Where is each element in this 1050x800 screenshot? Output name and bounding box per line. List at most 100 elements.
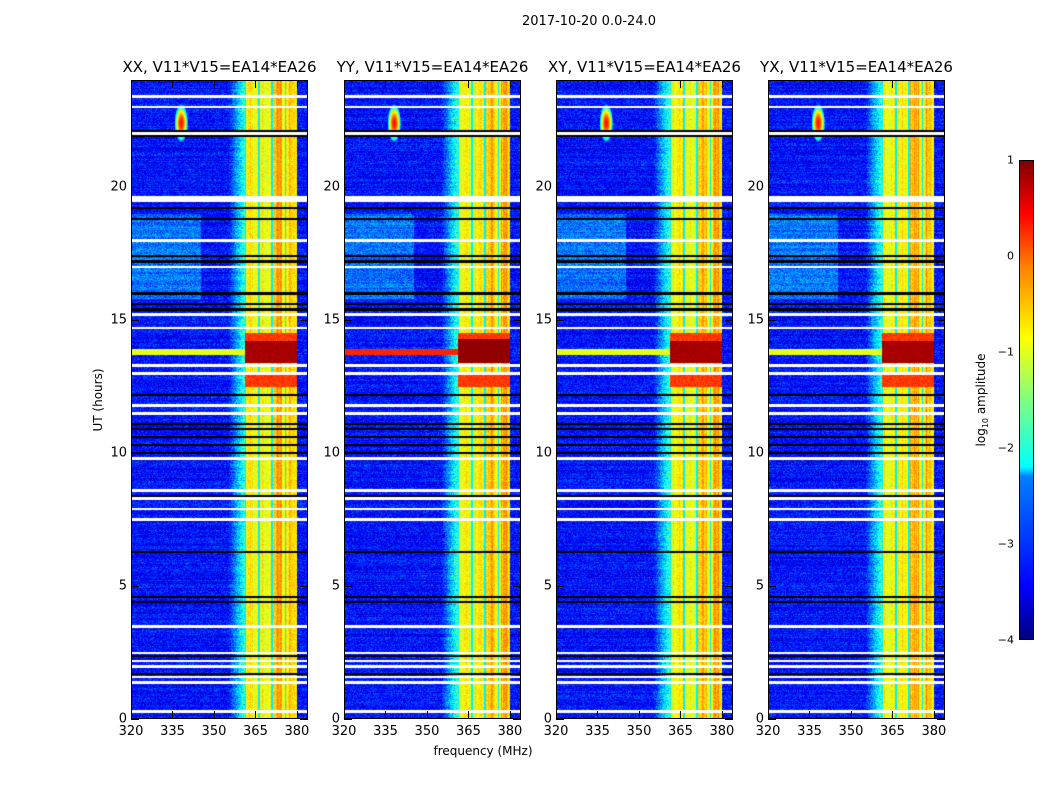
y-tick-mark <box>725 719 733 720</box>
x-tick-label: 380 <box>921 724 947 739</box>
y-tick-label: 5 <box>755 578 764 594</box>
y-tick-label: 15 <box>535 312 552 328</box>
colorbar-tick-label: 0 <box>1007 249 1014 263</box>
colorbar <box>1019 160 1034 640</box>
y-tick-mark <box>556 319 564 321</box>
colorbar-tick-label: −1 <box>997 345 1014 359</box>
x-tick-mark <box>556 711 557 719</box>
x-tick-label: 350 <box>414 724 440 739</box>
x-tick-mark <box>344 711 345 719</box>
x-tick-mark <box>680 80 682 88</box>
y-tick-mark <box>513 319 521 321</box>
y-tick-mark <box>768 585 776 587</box>
x-tick-label: 350 <box>626 724 652 739</box>
y-tick-mark <box>300 319 308 321</box>
y-tick-mark <box>937 585 945 587</box>
y-tick-label: 15 <box>747 312 764 328</box>
x-tick-mark <box>131 80 132 88</box>
x-tick-label: 350 <box>838 724 864 739</box>
x-tick-mark <box>296 80 298 88</box>
x-tick-mark <box>892 711 894 719</box>
y-tick-mark <box>556 719 564 720</box>
x-tick-mark <box>933 711 935 719</box>
x-tick-mark <box>638 711 640 719</box>
x-tick-label: 380 <box>497 724 523 739</box>
x-tick-label: 350 <box>201 724 227 739</box>
x-tick-mark <box>850 80 852 88</box>
y-tick-label: 5 <box>331 578 340 594</box>
y-tick-mark <box>513 719 521 720</box>
spectrogram-heatmap <box>556 80 733 719</box>
x-tick-label: 365 <box>243 724 268 739</box>
x-tick-label: 320 <box>543 724 569 739</box>
x-tick-label: 380 <box>284 724 310 739</box>
spectrogram-heatmap <box>131 80 308 719</box>
panel-xy: XY, V11*V15=EA14*EA26 0 5 10 15 20 320 335 350 3… <box>535 58 740 739</box>
y-tick-mark <box>300 186 308 188</box>
x-tick-mark <box>809 711 811 719</box>
x-tick-mark <box>933 80 935 88</box>
x-tick-mark <box>850 711 852 719</box>
colorbar-label: log10 amplitude <box>973 353 991 447</box>
y-tick-mark <box>513 186 521 188</box>
y-tick-label: 10 <box>747 445 764 461</box>
y-tick-mark <box>344 719 352 720</box>
x-tick-label: 320 <box>118 724 144 739</box>
y-tick-mark <box>937 186 945 188</box>
x-tick-label: 365 <box>668 724 693 739</box>
y-tick-label: 15 <box>110 312 127 328</box>
x-tick-mark <box>255 711 257 719</box>
y-tick-mark <box>344 452 352 454</box>
x-tick-mark <box>255 80 257 88</box>
panel-yx: YX, V11*V15=EA14*EA26 0 5 10 15 20 320 335 350 3… <box>747 58 952 739</box>
x-tick-mark <box>597 80 599 88</box>
y-tick-mark <box>725 319 733 321</box>
x-tick-mark <box>344 80 345 88</box>
x-tick-mark <box>509 711 511 719</box>
x-tick-mark <box>680 711 682 719</box>
x-tick-mark <box>638 80 640 88</box>
x-tick-mark <box>385 80 387 88</box>
y-tick-mark <box>513 585 521 587</box>
x-tick-mark <box>768 80 769 88</box>
y-tick-mark <box>937 719 945 720</box>
x-tick-mark <box>892 80 894 88</box>
x-tick-mark <box>213 711 215 719</box>
y-tick-mark <box>300 719 308 720</box>
y-tick-label: 5 <box>118 578 127 594</box>
colorbar-tick-label: −4 <box>997 633 1014 647</box>
y-tick-mark <box>768 186 776 188</box>
y-tick-mark <box>344 585 352 587</box>
x-tick-label: 335 <box>797 724 822 739</box>
y-tick-mark <box>344 186 352 188</box>
y-tick-mark <box>937 319 945 321</box>
y-tick-label: 20 <box>747 179 764 194</box>
x-tick-label: 365 <box>880 724 905 739</box>
x-tick-label: 335 <box>160 724 185 739</box>
x-tick-label: 335 <box>373 724 398 739</box>
y-tick-mark <box>131 585 139 587</box>
y-tick-label: 0 <box>543 711 552 727</box>
colorbar-tick-label: −3 <box>997 537 1014 551</box>
y-tick-label: 0 <box>755 711 764 727</box>
x-tick-mark <box>721 711 723 719</box>
y-tick-mark <box>131 452 139 454</box>
x-tick-mark <box>509 80 511 88</box>
y-tick-mark <box>344 319 352 321</box>
y-tick-mark <box>513 452 521 454</box>
figure-title: 2017-10-20 0.0-24.0 <box>522 14 656 29</box>
spectrogram-heatmap <box>768 80 945 719</box>
y-tick-mark <box>768 719 776 720</box>
y-tick-mark <box>556 186 564 188</box>
y-tick-label: 0 <box>331 711 340 727</box>
y-tick-mark <box>300 452 308 454</box>
y-tick-mark <box>131 719 139 720</box>
x-tick-mark <box>172 711 174 719</box>
y-tick-label: 20 <box>110 179 127 194</box>
x-tick-mark <box>468 711 470 719</box>
y-tick-label: 20 <box>323 179 340 194</box>
panel-xx: XX, V11*V15=EA14*EA26 0 5 10 15 20 320 335 350 3… <box>110 58 316 739</box>
x-tick-label: 320 <box>755 724 781 739</box>
y-tick-mark <box>300 585 308 587</box>
